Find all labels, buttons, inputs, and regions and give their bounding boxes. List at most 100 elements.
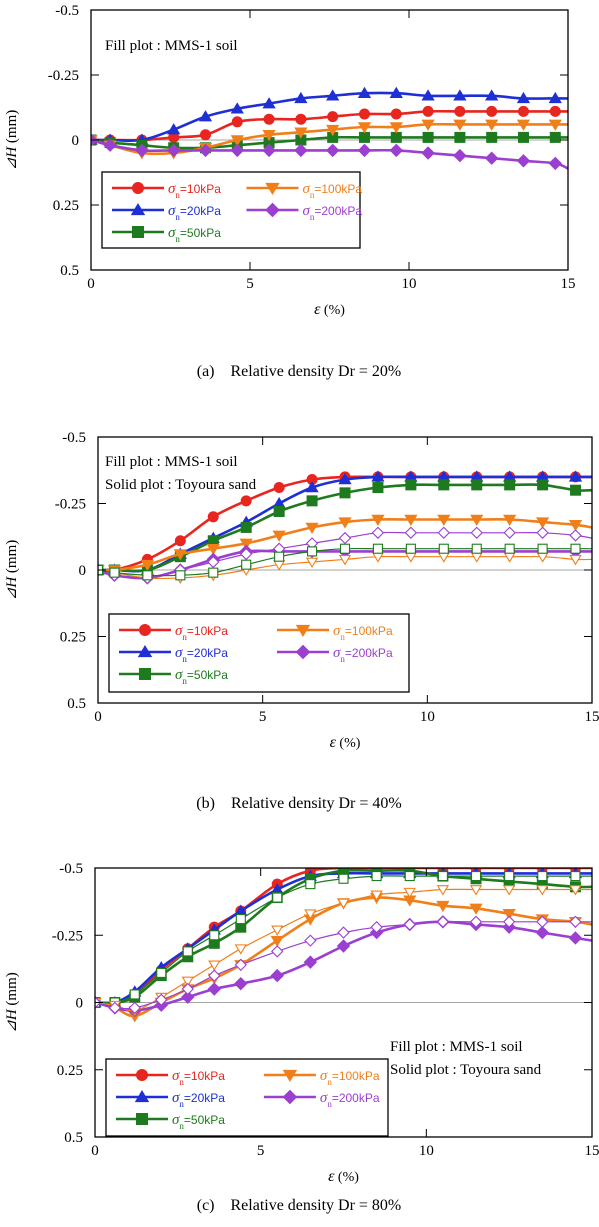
data-point [181, 982, 194, 996]
data-point [517, 131, 529, 143]
data-point [485, 119, 499, 131]
data-point [304, 934, 317, 947]
data-point [469, 903, 483, 915]
figure-caption: (b) Relative density Dr = 40% [196, 795, 401, 812]
data-point [274, 551, 285, 562]
data-point [326, 124, 340, 137]
data-point [403, 918, 416, 931]
data-point [167, 123, 181, 135]
data-point [389, 86, 403, 98]
data-point [570, 543, 581, 554]
data-point [209, 930, 220, 941]
legend-marker [265, 202, 280, 218]
data-point [371, 514, 385, 526]
legend-item: σn=10kPa [116, 1068, 225, 1087]
y-tick-label: -0.5 [55, 3, 79, 19]
data-point [370, 890, 383, 901]
data-point [390, 131, 402, 143]
legend-item: σn=20kPa [112, 202, 221, 222]
data-point [166, 143, 181, 158]
data-point [294, 91, 308, 104]
x-tick-label: 0 [91, 1143, 99, 1159]
data-point [263, 113, 275, 125]
data-point [198, 143, 213, 158]
data-point [271, 945, 284, 958]
legend-label: σn=100kPa [320, 1068, 380, 1087]
legend-label: σn=50kPa [168, 225, 221, 244]
data-point [372, 543, 383, 554]
data-point [504, 479, 516, 491]
data-point [234, 944, 247, 955]
data-point [502, 915, 516, 928]
data-point [403, 887, 416, 899]
data-point [469, 885, 483, 896]
data-point [207, 982, 221, 996]
legend-label: σn=50kPa [172, 1112, 225, 1131]
data-point [140, 559, 155, 572]
data-point [470, 871, 482, 882]
data-point [206, 543, 220, 556]
data-point [338, 517, 352, 529]
data-point [305, 481, 319, 493]
legend-item: σn=50kPa [119, 667, 228, 686]
data-point [453, 148, 467, 163]
data-point [230, 135, 244, 147]
data-point [103, 138, 117, 152]
data-point [174, 535, 186, 547]
data-point [485, 89, 499, 101]
data-point [389, 122, 403, 134]
legend-label: σn=20kPa [172, 1090, 225, 1109]
x-axis-label: ε (%) [330, 734, 361, 751]
data-point [240, 495, 252, 507]
data-point [438, 543, 449, 554]
data-point [339, 487, 351, 499]
data-point [295, 113, 307, 125]
data-point [208, 567, 219, 578]
data-point [548, 119, 562, 131]
data-point [536, 526, 549, 539]
x-tick-label: 0 [87, 276, 95, 292]
data-point [486, 131, 498, 143]
legend-item: σn=50kPa [116, 1112, 225, 1131]
data-point [182, 946, 193, 957]
data-point [405, 543, 416, 554]
data-point [294, 143, 308, 158]
data-point [389, 143, 403, 158]
data-point [404, 526, 418, 539]
chart-panel-1: 0 5 10 15 -0.5 -0.25 0 0.25 0.5 ε (%) ⊿H (mm) Fill … [4, 3, 576, 380]
data-point [436, 915, 450, 928]
data-point [207, 555, 220, 569]
legend-marker [137, 644, 153, 658]
data-point [198, 110, 213, 122]
legend-item: σn=100kPa [246, 181, 362, 200]
annotation-text: Solid plot : Toyoura sand [105, 477, 257, 493]
x-tick-label: 5 [259, 709, 267, 725]
annotation-text: Fill plot : MMS-1 soil [105, 38, 238, 54]
y-tick-label: 0 [76, 996, 84, 1012]
x-tick-label: 5 [257, 1143, 265, 1159]
data-point [357, 86, 372, 98]
plot-area [98, 470, 592, 585]
data-point [548, 91, 562, 104]
figure-caption: (c) Relative density Dr = 80% [197, 1197, 402, 1214]
legend-item: σn=10kPa [119, 623, 228, 642]
data-point [470, 514, 484, 526]
data-point [358, 108, 370, 120]
y-tick-label: 0.25 [57, 1063, 83, 1079]
data-point [272, 892, 283, 903]
x-tick-label: 15 [585, 1143, 599, 1159]
chart-panel-2: 0 5 10 15 -0.5 -0.25 0 0.25 0.5 ε (%) ⊿H (mm) Fill … [4, 430, 599, 812]
y-tick-label: -0.5 [59, 861, 83, 877]
legend-label: σn=10kPa [172, 1068, 225, 1087]
legend: σn=10kPa σn=100kPa σn=20kPa σn=200kPa σn=50k… [101, 171, 362, 249]
data-point [421, 146, 435, 160]
data-point [422, 105, 434, 117]
legend-marker [295, 644, 311, 660]
data-point [549, 131, 561, 143]
x-tick-label: 10 [419, 1143, 434, 1159]
data-point [338, 531, 352, 545]
data-point [504, 871, 515, 882]
legend-item: σn=100kPa [277, 623, 393, 642]
data-point [181, 976, 194, 988]
data-point [568, 470, 583, 482]
